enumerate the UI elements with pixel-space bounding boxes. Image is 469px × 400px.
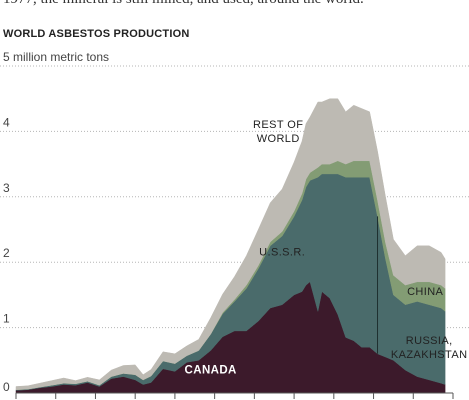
area-labels: REST OF WORLD U.S.S.R. CHINA RUSSIA, KAZAKHST… xyxy=(185,119,468,376)
label-line: REST OF xyxy=(253,119,303,131)
label-line: KAZAKHSTAN xyxy=(391,349,468,361)
label-rest: REST OF WORLD xyxy=(253,119,303,145)
axis-layer: 0 1 2 3 4 xyxy=(3,115,454,399)
label-line: CANADA xyxy=(185,364,237,376)
chart-title: WORLD ASBESTOS PRODUCTION xyxy=(3,28,190,40)
y-tick-label: 3 xyxy=(3,181,10,195)
label-ussr: U.S.S.R. xyxy=(259,247,305,259)
label-line: CHINA xyxy=(407,286,443,298)
label-line: RUSSIA, xyxy=(406,335,453,347)
y-unit-label: 5 million metric tons xyxy=(3,50,109,64)
label-line: WORLD xyxy=(257,133,300,145)
y-tick-label: 1 xyxy=(3,312,10,326)
label-line: U.S.S.R. xyxy=(259,247,305,259)
label-china: CHINA xyxy=(407,286,443,298)
area-rest xyxy=(15,98,446,390)
y-tick-label: 2 xyxy=(3,246,10,260)
y-tick-label: 4 xyxy=(3,115,10,129)
label-canada: CANADA xyxy=(185,364,237,376)
intro-text: 1977, the mineral is still mined, and us… xyxy=(3,0,364,8)
area-layers xyxy=(15,98,446,394)
label-ussr2: RUSSIA, KAZAKHSTAN xyxy=(391,335,468,361)
y-tick-label: 0 xyxy=(3,380,10,394)
